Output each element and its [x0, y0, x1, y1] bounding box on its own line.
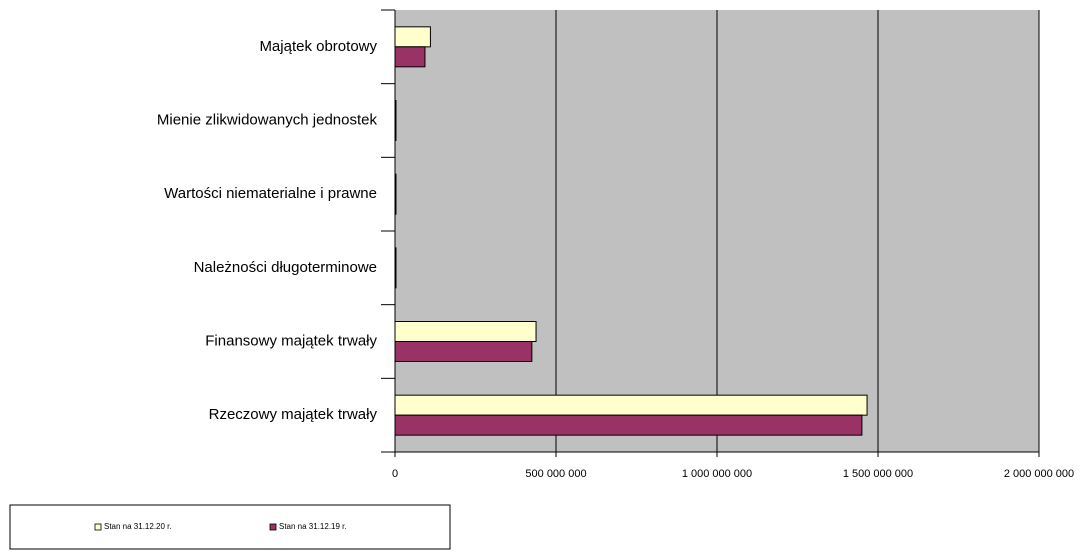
bar [394, 341, 533, 362]
y-tick-label: Majątek obrotowy [259, 38, 377, 55]
y-tick-label: Rzeczowy majątek trwały [209, 406, 378, 423]
y-tick-label: Mienie zlikwidowanych jednostek [157, 111, 378, 128]
y-tick-label: Finansowy majątek trwały [205, 332, 377, 349]
bar [394, 321, 537, 342]
bar [394, 46, 426, 68]
y-tick-label: Należności długoterminowe [194, 259, 377, 276]
legend-label: Stan na 31.12.20 r. [104, 522, 172, 531]
bar [394, 247, 397, 269]
bar [394, 26, 431, 48]
x-tick-label: 1 500 000 000 [843, 468, 913, 480]
bar [394, 100, 397, 121]
legend-swatch [94, 523, 102, 531]
bar [394, 173, 397, 195]
bar [394, 394, 868, 416]
bar [394, 267, 397, 289]
legend-swatch [269, 523, 277, 531]
y-tick-label: Wartości niematerialne i prawne [164, 185, 377, 202]
x-tick-label: 2 000 000 000 [1004, 468, 1074, 480]
bar [394, 193, 397, 215]
legend-label: Stan na 31.12.19 r. [279, 522, 347, 531]
x-tick-label: 1 000 000 000 [682, 468, 752, 480]
bar [394, 120, 397, 141]
x-tick-label: 0 [392, 468, 398, 480]
legend-box [9, 504, 451, 550]
bar [394, 414, 863, 436]
x-tick-label: 500 000 000 [525, 468, 586, 480]
